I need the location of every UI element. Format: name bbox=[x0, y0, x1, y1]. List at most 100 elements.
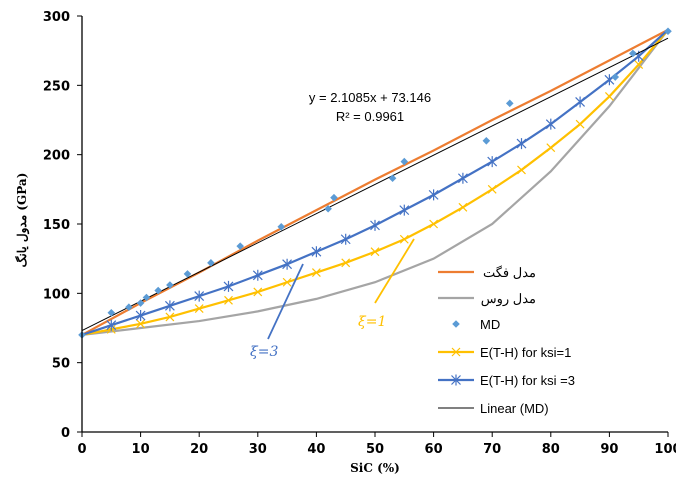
x-tick-label: 30 bbox=[249, 442, 267, 457]
series-point bbox=[429, 219, 439, 229]
series-point bbox=[664, 27, 672, 36]
series-point bbox=[482, 137, 491, 145]
series-point bbox=[399, 204, 410, 216]
series-point bbox=[340, 233, 351, 245]
series-point bbox=[136, 299, 145, 307]
legend-item-0: مدل فگت bbox=[438, 265, 536, 280]
series-point bbox=[253, 287, 263, 297]
series-point bbox=[370, 219, 380, 231]
series-point bbox=[136, 319, 146, 329]
series-point bbox=[517, 165, 526, 175]
x-tick-label: 0 bbox=[77, 442, 86, 457]
series-point bbox=[388, 174, 397, 183]
legend-label: E(T-H) for ksi=1 bbox=[480, 345, 571, 360]
series-point bbox=[516, 138, 527, 150]
x-tick-label: 50 bbox=[366, 442, 384, 457]
legend-swatch-marker bbox=[451, 347, 461, 357]
x-tick-label: 60 bbox=[425, 442, 443, 457]
series-point bbox=[341, 258, 351, 268]
y-tick-label: 50 bbox=[52, 357, 70, 372]
series-point bbox=[194, 290, 205, 302]
legend-label: Linear (MD) bbox=[480, 401, 549, 416]
x-tick-label: 80 bbox=[542, 442, 560, 457]
series-point bbox=[165, 312, 175, 322]
series-point bbox=[634, 60, 644, 69]
annotation-arrow-3 bbox=[267, 263, 304, 340]
annotation-xi-1: ξ=1 bbox=[358, 314, 386, 330]
series-point bbox=[135, 310, 146, 322]
series-point bbox=[252, 269, 263, 281]
series-point bbox=[223, 280, 234, 292]
y-tick-label: 250 bbox=[43, 79, 70, 94]
series-point bbox=[487, 156, 498, 168]
x-tick-label: 90 bbox=[600, 442, 618, 457]
series-point bbox=[107, 308, 116, 317]
legend-label: E(T-H) for ksi =3 bbox=[480, 373, 575, 388]
legend-item-1: مدل روس bbox=[438, 291, 536, 307]
legend-item-2: MD bbox=[452, 317, 500, 332]
series-point bbox=[194, 304, 204, 314]
series-line bbox=[81, 28, 669, 336]
series-point bbox=[400, 157, 409, 166]
series-0 bbox=[81, 28, 669, 336]
x-tick-label: 100 bbox=[654, 442, 676, 457]
y-tick-label: 0 bbox=[61, 426, 70, 441]
series-point bbox=[399, 234, 409, 244]
series-point bbox=[629, 49, 637, 58]
series-point bbox=[106, 319, 117, 331]
series-point bbox=[277, 222, 286, 231]
series-line bbox=[81, 29, 669, 337]
y-tick-label: 300 bbox=[43, 10, 70, 25]
legend-swatch-marker bbox=[451, 374, 461, 386]
series-point bbox=[166, 281, 174, 289]
series-point bbox=[458, 202, 468, 212]
series-point bbox=[282, 258, 293, 270]
series-point bbox=[142, 293, 151, 302]
series-5 bbox=[81, 37, 669, 332]
series-point bbox=[546, 143, 556, 153]
y-tick-label: 200 bbox=[43, 149, 70, 164]
trendline-equation: y = 2.1085x + 73.146 bbox=[309, 90, 431, 105]
series-point bbox=[311, 268, 321, 277]
x-tick-label: 40 bbox=[307, 442, 325, 457]
trendline-r2: R² = 0.9961 bbox=[336, 109, 404, 124]
series-point bbox=[154, 286, 162, 295]
series-point bbox=[575, 96, 586, 108]
annotation-xi-3: ξ=3 bbox=[250, 344, 278, 360]
series-3 bbox=[81, 29, 669, 337]
series-point bbox=[545, 118, 556, 130]
series-1 bbox=[81, 29, 669, 337]
series-point bbox=[125, 303, 133, 311]
series-point bbox=[236, 242, 245, 250]
series-4 bbox=[81, 29, 669, 336]
series-point bbox=[311, 246, 322, 258]
series-point bbox=[207, 259, 215, 267]
series-line bbox=[81, 37, 669, 332]
y-axis-title: مدول یانگ (GPa) bbox=[14, 173, 30, 268]
legend-label: مدل روس bbox=[481, 291, 536, 307]
series-point bbox=[330, 193, 338, 202]
series-point bbox=[282, 277, 292, 287]
series-point bbox=[487, 184, 497, 194]
x-axis-title: SiC (%) bbox=[350, 461, 400, 475]
series-point bbox=[505, 99, 514, 108]
series-point bbox=[164, 300, 175, 312]
annotations: ξ=3 ξ=1 bbox=[250, 238, 415, 360]
series-point bbox=[183, 270, 192, 278]
series-point bbox=[224, 295, 233, 305]
series-point bbox=[428, 189, 439, 201]
y-tick-label: 150 bbox=[43, 218, 70, 233]
y-tick-label: 100 bbox=[43, 287, 70, 302]
series-point bbox=[457, 172, 468, 184]
legend-item-5: Linear (MD) bbox=[438, 401, 549, 416]
legend-swatch bbox=[452, 320, 460, 328]
series-point bbox=[611, 73, 620, 81]
x-tick-label: 70 bbox=[483, 442, 501, 457]
tick-labels: 0 10 20 30 40 50 60 70 80 90 100 0 50 100 150 200 250 300 bbox=[43, 10, 676, 457]
legend-label: MD bbox=[480, 317, 500, 332]
plot-area bbox=[78, 27, 672, 339]
series-point bbox=[575, 119, 585, 129]
axes bbox=[77, 15, 669, 437]
legend-label: مدل فگت bbox=[483, 265, 536, 280]
